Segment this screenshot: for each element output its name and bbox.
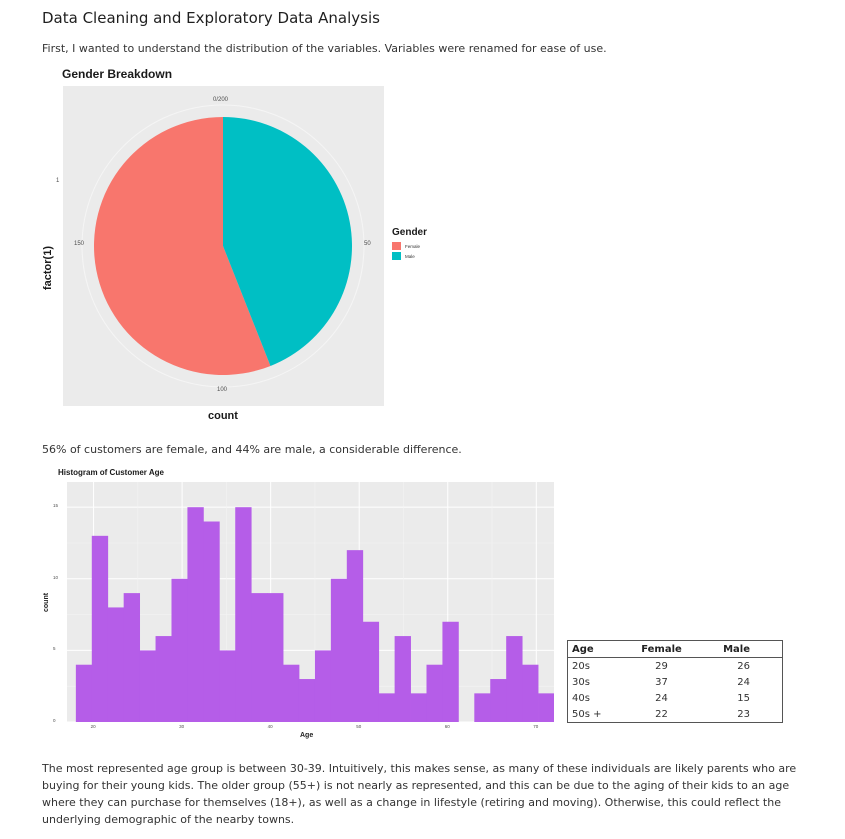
histogram-bar	[107, 607, 125, 722]
histogram-y-tick: 5	[53, 646, 56, 652]
histogram-bar	[203, 521, 220, 722]
legend-title: Gender	[392, 227, 428, 238]
histogram-y-tick: 15	[53, 503, 59, 509]
histogram-bar	[75, 664, 93, 722]
table-row: 30s 37 24	[568, 674, 783, 690]
histogram-x-tick: 30	[179, 724, 185, 729]
histogram-bar	[219, 650, 236, 722]
histogram-x-tick: 60	[444, 724, 450, 729]
legend-key-male	[392, 252, 401, 260]
pie-grid-ring	[81, 104, 365, 388]
table-cell: 22	[655, 708, 668, 720]
legend-label-male: Male	[405, 253, 415, 259]
pie-chart-title: Gender Breakdown	[62, 67, 173, 81]
table-cell: 29	[655, 660, 668, 672]
histogram-bar	[235, 507, 252, 722]
histogram-bar	[171, 578, 188, 722]
pie-chart-panel	[63, 86, 384, 406]
histogram-bar	[378, 693, 396, 722]
page-heading: Data Cleaning and Exploratory Data Analy…	[42, 9, 380, 27]
legend-key-female	[392, 242, 401, 250]
pie-slice-male	[223, 117, 353, 366]
table-row: 40s 24 15	[568, 690, 783, 706]
histogram-x-tick: 40	[267, 724, 273, 729]
table-cell: 20s	[572, 660, 590, 672]
histogram-x-tick: 70	[533, 724, 539, 729]
histogram-bar	[522, 664, 539, 722]
table-header-age: Age	[567, 640, 628, 658]
histogram-bar	[267, 593, 284, 722]
legend-item-male: Male	[392, 251, 427, 261]
histogram-bar	[91, 535, 109, 722]
histogram-bar	[346, 550, 364, 722]
pie-y-tick: 1	[56, 178, 60, 184]
histogram-bar	[506, 636, 523, 722]
histogram-xlabel: Age	[300, 732, 314, 739]
table-header-female: Female	[628, 640, 696, 658]
histogram-panel	[67, 482, 555, 723]
table-header-male: Male	[695, 640, 783, 658]
histogram-bar	[283, 664, 300, 722]
histogram-y-tick: 0	[53, 718, 56, 723]
conclusion-paragraph: The most represented age group is betwee…	[42, 762, 797, 826]
histogram-bar	[330, 578, 348, 722]
pie-tick-50: 50	[364, 241, 371, 247]
histogram-x-tick: 50	[356, 724, 362, 729]
histogram-bar	[490, 679, 507, 722]
histogram-x-tick: 20	[90, 724, 96, 729]
pie-chart-xlabel: count	[208, 410, 238, 422]
histogram-bar	[298, 679, 316, 722]
table-row: 20s 29 26	[568, 658, 783, 675]
legend-item-female: Female	[392, 241, 427, 251]
histogram-bar	[123, 593, 141, 722]
gender-note: 56% of customers are female, and 44% are…	[42, 443, 462, 456]
pie-tick-100: 100	[217, 387, 228, 393]
table-cell: 40s	[572, 692, 590, 704]
table-cell: 50s +	[572, 708, 602, 720]
table-cell: 26	[737, 660, 750, 672]
histogram-bar	[538, 693, 555, 722]
histogram-bar	[474, 693, 491, 722]
table-cell: 23	[737, 708, 750, 720]
table-row: 50s + 22 23	[568, 706, 783, 723]
table-cell: 24	[655, 692, 668, 704]
pie-tick-0-200: 0/200	[213, 97, 229, 103]
histogram-bar	[187, 507, 204, 722]
pie-legend: Gender Female Male	[392, 227, 427, 261]
histogram-title: Histogram of Customer Age	[58, 468, 164, 477]
table-header-row: Age Female Male	[567, 640, 783, 658]
histogram-bar	[426, 664, 443, 722]
histogram-bar	[251, 593, 268, 722]
legend-label-female: Female	[405, 243, 421, 249]
histogram-bar	[394, 636, 411, 722]
table-cell: 37	[655, 676, 668, 688]
histogram-svg	[67, 482, 555, 723]
table-cell: 24	[737, 676, 750, 688]
table-cell: 15	[737, 692, 750, 704]
histogram-bar	[155, 636, 172, 722]
histogram-bar	[314, 650, 332, 722]
table-cell: 30s	[572, 676, 590, 688]
histogram-bar	[410, 693, 427, 722]
histogram-bar	[362, 621, 380, 722]
pie-chart-ylabel: factor(1)	[42, 245, 54, 290]
histogram-bar	[139, 650, 156, 722]
histogram-y-tick: 10	[53, 574, 59, 580]
pie-tick-150: 150	[74, 241, 85, 247]
histogram-bar	[442, 621, 459, 722]
pie-slice-female	[94, 116, 271, 375]
age-gender-table: Age Female Male 20s 29 26 30s 37 24 40s …	[567, 640, 783, 723]
intro-paragraph: First, I wanted to understand the distri…	[42, 42, 607, 55]
histogram-ylabel: count	[43, 592, 50, 612]
pie-chart-svg	[81, 104, 365, 388]
